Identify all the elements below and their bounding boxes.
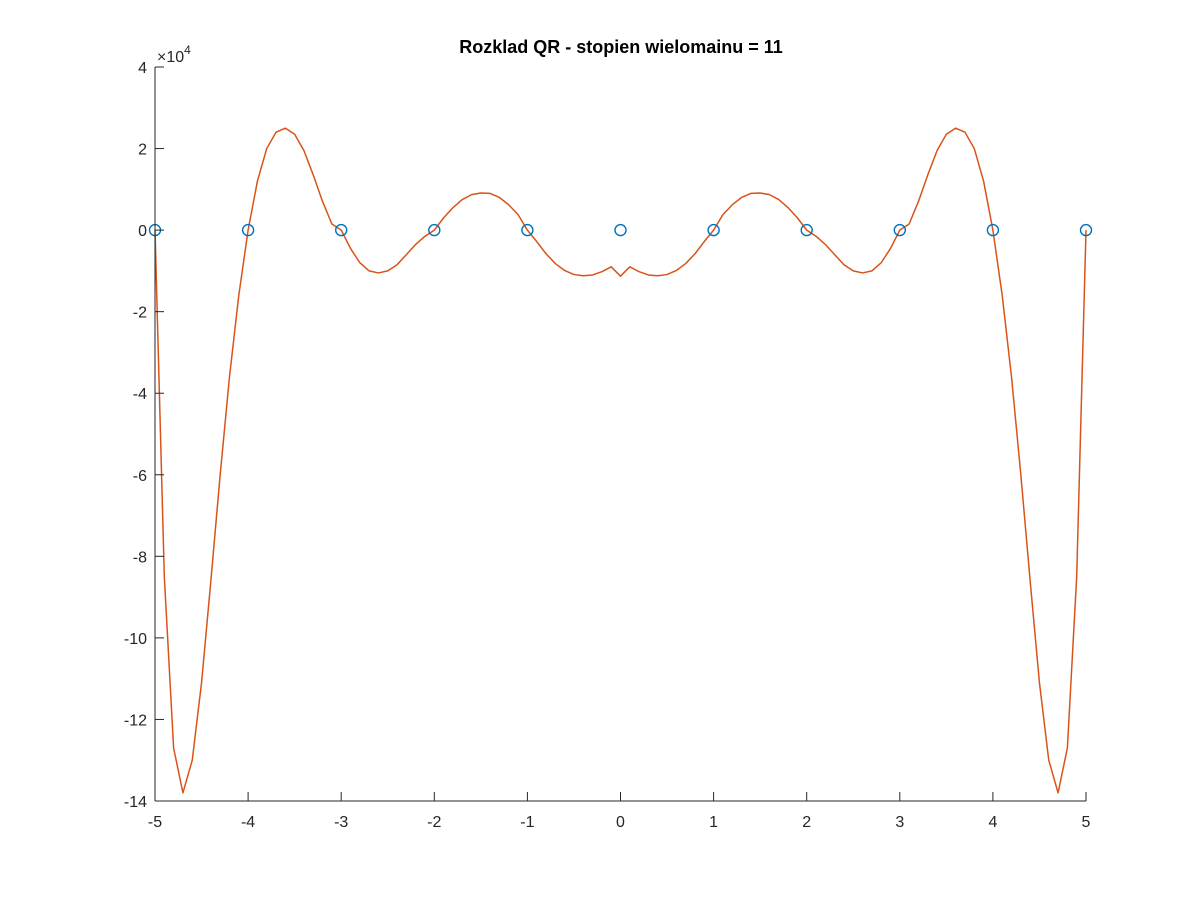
y-tick-label: -14 (124, 794, 147, 811)
y-tick-label: -4 (133, 386, 147, 403)
data-point-marker (707, 223, 720, 237)
y-exponent-label: ×104 (157, 43, 191, 66)
x-tick-label: 4 (988, 814, 997, 831)
y-exponent-power: 4 (184, 43, 191, 57)
data-point-marker (986, 223, 1000, 237)
x-tick-label: -5 (148, 814, 162, 831)
interpolation-curve (154, 127, 1087, 794)
x-tick-label: -4 (241, 814, 255, 831)
y-tick-label: 4 (138, 60, 147, 77)
x-tick-label: -1 (520, 814, 534, 831)
curve-layer (154, 127, 1087, 794)
y-tick-label: -10 (124, 631, 147, 648)
data-point-marker (428, 223, 441, 237)
x-tick-label: 0 (616, 814, 625, 831)
data-point-marker (614, 223, 627, 237)
data-point-marker (241, 223, 255, 237)
data-point-marker (335, 223, 348, 237)
y-tick-label: -8 (133, 549, 147, 566)
data-point-marker (521, 223, 534, 237)
y-tick-label: -6 (133, 468, 147, 485)
plot-area (148, 127, 1093, 794)
data-point-marker (893, 223, 906, 237)
x-tick-label: 5 (1082, 814, 1091, 831)
marker-layer (148, 223, 1093, 237)
x-tick-label: -3 (334, 814, 348, 831)
x-tick-label: -2 (427, 814, 441, 831)
y-tick-label: 2 (138, 142, 147, 159)
x-tick-label: 2 (802, 814, 811, 831)
data-point-marker (800, 223, 813, 237)
y-exponent-base: ×10 (157, 49, 184, 66)
y-tick-label: -2 (133, 305, 147, 322)
x-tick-label: 1 (709, 814, 718, 831)
data-point-marker (1079, 223, 1093, 237)
chart-title: Rozklad QR - stopien wielomainu = 11 (459, 37, 783, 57)
x-tick-label: 3 (895, 814, 904, 831)
y-tick-label: 0 (138, 223, 147, 240)
y-tick-label: -12 (124, 712, 147, 729)
